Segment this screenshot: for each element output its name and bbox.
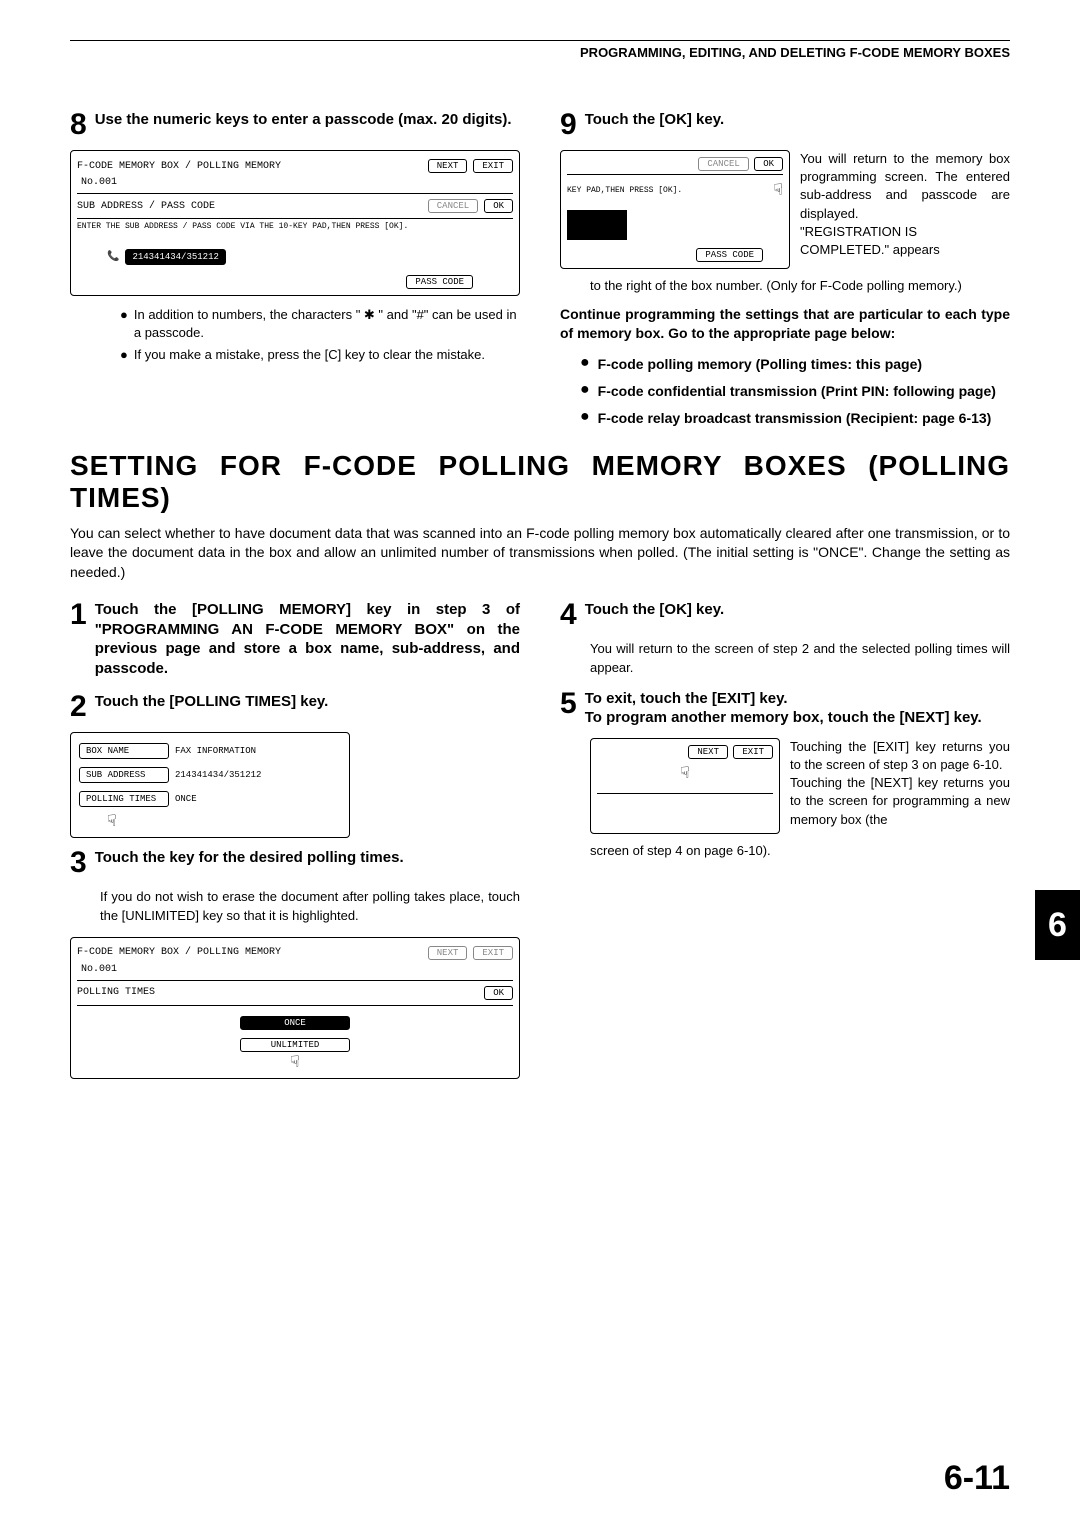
panel8-line1: F-CODE MEMORY BOX / POLLING MEMORY: [77, 161, 281, 172]
s1-title: Touch the [POLLING MEMORY] key in step 3…: [95, 600, 520, 678]
s3-title: Touch the key for the desired polling ti…: [95, 848, 520, 868]
step8-title: Use the numeric keys to enter a passcode…: [95, 110, 520, 130]
s4-head: 4 Touch the [OK] key.: [560, 600, 1010, 630]
s4-body: You will return to the screen of step 2 …: [590, 640, 1010, 676]
panel8-exit[interactable]: EXIT: [473, 159, 513, 173]
s1-head: 1 Touch the [POLLING MEMORY] key in step…: [70, 600, 520, 678]
panel8-enterline: ENTER THE SUB ADDRESS / PASS CODE VIA TH…: [77, 222, 513, 231]
s3-no: No.001: [77, 962, 513, 977]
panel8-next[interactable]: NEXT: [428, 159, 468, 173]
panel8-sub: SUB ADDRESS / PASS CODE: [77, 201, 215, 212]
s3-unlimited[interactable]: UNLIMITED: [240, 1038, 350, 1052]
s3-num: 3: [70, 848, 87, 878]
s2-faxinfo: FAX INFORMATION: [175, 746, 256, 756]
continue-text: Continue programming the settings that a…: [560, 305, 1010, 343]
page-number: 6-11: [944, 1459, 1010, 1498]
s2-boxname[interactable]: BOX NAME: [79, 743, 169, 759]
black-pad: [567, 210, 627, 240]
s2-subaddr[interactable]: SUB ADDRESS: [79, 767, 169, 783]
s3-polltimes: POLLING TIMES: [77, 987, 155, 998]
panel9-cancel[interactable]: CANCEL: [698, 157, 748, 171]
s3-body: If you do not wish to erase the document…: [100, 888, 520, 924]
s1-num: 1: [70, 600, 87, 630]
page-header: PROGRAMMING, EDITING, AND DELETING F-COD…: [70, 45, 1010, 60]
s5-panel: NEXT EXIT: [590, 738, 780, 834]
step9-title: Touch the [OK] key.: [585, 110, 1010, 130]
s3-exit[interactable]: EXIT: [473, 946, 513, 960]
step9-body3: to the right of the box number. (Only fo…: [590, 277, 1010, 295]
top-columns: 8 Use the numeric keys to enter a passco…: [70, 110, 1010, 436]
intro-para: You can select whether to have document …: [70, 524, 1010, 583]
s2-num: 2: [70, 692, 87, 722]
s4-title: Touch the [OK] key.: [585, 600, 1010, 620]
s5-num: 5: [560, 689, 577, 719]
s2-head: 2 Touch the [POLLING TIMES] key.: [70, 692, 520, 722]
header-rule: [70, 40, 1010, 41]
col-right: 9 Touch the [OK] key. CANCEL OK KEY PAD,…: [560, 110, 1010, 436]
tap-icon-3: [290, 1052, 300, 1072]
panel8-cancel[interactable]: CANCEL: [428, 199, 478, 213]
chapter-tab: 6: [1035, 890, 1080, 960]
step8-b2: ●If you make a mistake, press the [C] ke…: [120, 346, 520, 364]
s5-head: 5 To exit, touch the [EXIT] key. To prog…: [560, 689, 1010, 728]
s3-line1: F-CODE MEMORY BOX / POLLING MEMORY: [77, 947, 281, 958]
s2-once: ONCE: [175, 794, 197, 804]
list-i1: ●F-code polling memory (Polling times: t…: [580, 355, 1010, 374]
panel8-ok[interactable]: OK: [484, 199, 513, 213]
panel8-value: 214341434/351212: [125, 249, 225, 265]
s3-panel: F-CODE MEMORY BOX / POLLING MEMORY NEXT …: [70, 937, 520, 1079]
list-i2: ●F-code confidential transmission (Print…: [580, 382, 1010, 401]
s3-next[interactable]: NEXT: [428, 946, 468, 960]
col-left: 8 Use the numeric keys to enter a passco…: [70, 110, 520, 436]
step8-b1: ●In addition to numbers, the characters …: [120, 306, 520, 342]
bcol-right: 4 Touch the [OK] key. You will return to…: [560, 600, 1010, 1088]
panel8-passcode[interactable]: PASS CODE: [406, 275, 473, 289]
s5-body3: screen of step 4 on page 6-10).: [590, 842, 1010, 860]
step9-panel: CANCEL OK KEY PAD,THEN PRESS [OK]. PASS …: [560, 150, 790, 269]
section-title: SETTING FOR F-CODE POLLING MEMORY BOXES …: [70, 450, 1010, 514]
step9-num: 9: [560, 110, 577, 140]
s4-num: 4: [560, 600, 577, 630]
bcol-left: 1 Touch the [POLLING MEMORY] key in step…: [70, 600, 520, 1088]
panel8-no: No.001: [77, 175, 513, 190]
step8-panel: F-CODE MEMORY BOX / POLLING MEMORY NEXT …: [70, 150, 520, 296]
s5-exit[interactable]: EXIT: [733, 745, 773, 759]
tap-icon: [773, 180, 783, 200]
s2-subval: 214341434/351212: [175, 770, 261, 780]
s3-once[interactable]: ONCE: [240, 1016, 350, 1030]
step8-head: 8 Use the numeric keys to enter a passco…: [70, 110, 520, 140]
step8-num: 8: [70, 110, 87, 140]
panel9-keypad: KEY PAD,THEN PRESS [OK].: [567, 186, 682, 195]
s3-ok[interactable]: OK: [484, 986, 513, 1000]
s3-head: 3 Touch the key for the desired polling …: [70, 848, 520, 878]
bottom-columns: 1 Touch the [POLLING MEMORY] key in step…: [70, 600, 1010, 1088]
s5-next[interactable]: NEXT: [688, 745, 728, 759]
s5-title1: To exit, touch the [EXIT] key.: [585, 690, 788, 707]
s5-title2: To program another memory box, touch the…: [585, 709, 982, 726]
phone-icon: [107, 251, 119, 263]
s2-polltimes[interactable]: POLLING TIMES: [79, 791, 169, 807]
s2-title: Touch the [POLLING TIMES] key.: [95, 692, 520, 712]
panel9-passcode[interactable]: PASS CODE: [696, 248, 763, 262]
tap-icon-4: [680, 763, 690, 783]
step9-head: 9 Touch the [OK] key.: [560, 110, 1010, 140]
list-i3: ●F-code relay broadcast transmission (Re…: [580, 409, 1010, 428]
panel9-ok[interactable]: OK: [754, 157, 783, 171]
tap-icon-2: [107, 811, 117, 831]
s2-panel: BOX NAME FAX INFORMATION SUB ADDRESS 214…: [70, 732, 350, 838]
